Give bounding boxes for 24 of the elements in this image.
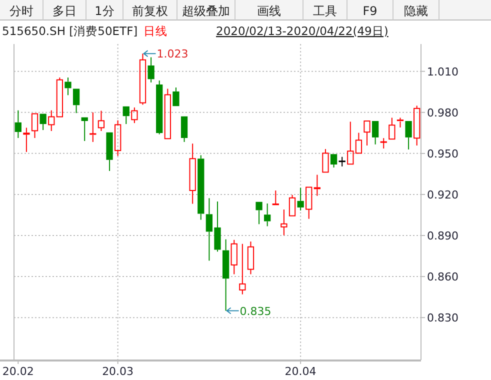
- y-tick-label: 1.010: [427, 65, 458, 78]
- annotation: 1.023: [156, 48, 188, 61]
- y-tick-label: 0.830: [427, 312, 458, 325]
- y-tick-label: 0.920: [427, 188, 458, 202]
- annotation: 0.835: [240, 304, 272, 318]
- text: 隐藏: [404, 4, 428, 18]
- text: 分时: [10, 4, 34, 18]
- y-tick-label: 0.950: [427, 147, 458, 160]
- y-tick-label: 0.860: [427, 270, 458, 284]
- text: 画线: [257, 4, 281, 18]
- chart-title: 515650.SH [消费50ETF]: [2, 24, 138, 38]
- text: 工具: [313, 4, 337, 18]
- text: F9: [362, 4, 378, 18]
- text: 2020/02/13-2020/04/22(49日): [216, 24, 388, 38]
- text: 1分: [94, 4, 114, 18]
- x-tick-label: 20.03: [102, 365, 134, 378]
- chart-subtitle: 日线: [144, 24, 168, 38]
- x-tick-label: 20.02: [2, 365, 34, 378]
- y-tick-label: 0.890: [427, 230, 458, 243]
- text: 前复权: [132, 4, 168, 18]
- text: 超级叠加: [182, 4, 230, 18]
- x-tick-label: 20.04: [284, 365, 316, 378]
- text: 多日: [52, 4, 76, 18]
- y-tick-label: 0.980: [427, 106, 458, 120]
